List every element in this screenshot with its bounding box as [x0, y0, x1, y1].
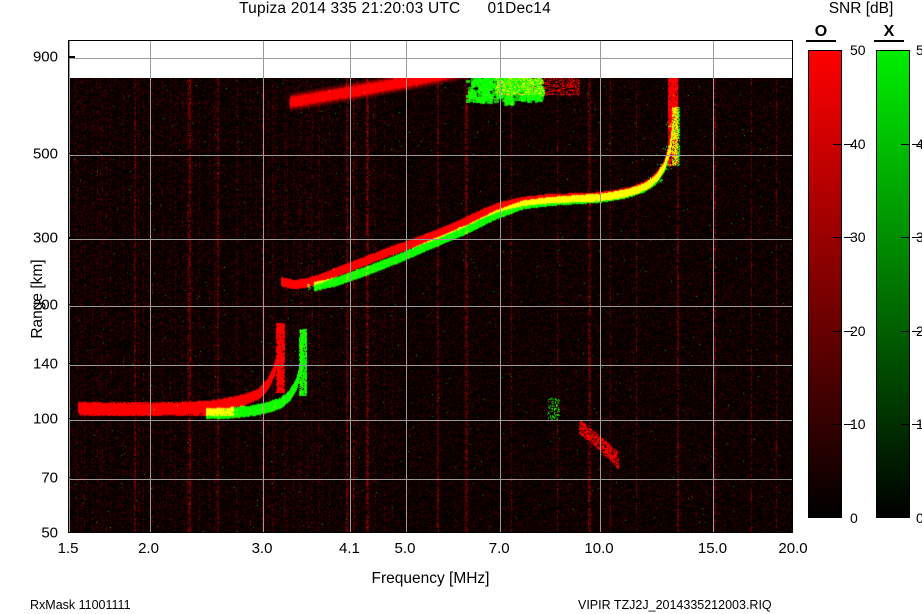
colorbar-tick-outer-x: [912, 424, 921, 425]
colorbar-panel: SNR [dB] O X 50 50 40 40 30 30 20 20 10 10 0 0: [800, 0, 922, 560]
colorbar-x-tick-label: 0: [916, 510, 922, 526]
colorbar-tick-outer-x: [912, 237, 921, 238]
footer-left: RxMask 11001111: [30, 598, 131, 612]
colorbar-tick-o: [833, 237, 842, 238]
x-gridline: [500, 41, 501, 532]
colorbar-x-header: X: [874, 24, 904, 42]
colorbar-o-tick-label: 50: [850, 42, 866, 58]
y-tick-label: 200: [32, 296, 58, 314]
x-tick-label: 5.0: [394, 540, 416, 557]
y-gridline: [69, 239, 792, 240]
colorbar-o-header: O: [806, 24, 836, 42]
y-tick-mark: [68, 237, 75, 239]
colorbar-tick-x: [901, 144, 910, 145]
y-tick-mark: [68, 153, 75, 155]
colorbar-title: SNR [dB]: [828, 0, 894, 17]
colorbar-o-tick-label: 20: [850, 323, 866, 339]
x-gridline: [406, 41, 407, 532]
colorbar-o-gradient: [808, 50, 842, 518]
colorbar-o-tick-label: 30: [850, 229, 866, 245]
x-tick-label: 2.0: [138, 540, 159, 557]
y-gridline: [69, 306, 792, 307]
x-axis-label: Frequency [MHz]: [371, 570, 490, 587]
colorbar-x-gradient: [876, 50, 910, 518]
x-tick-label: 15.0: [697, 540, 728, 557]
colorbar-x-tick-label: 50: [916, 42, 922, 58]
colorbar-o-tick-label: 40: [850, 136, 866, 152]
colorbar-o-tick-label: 0: [850, 510, 858, 526]
y-tick-label: 100: [32, 410, 58, 428]
plot-clip: [69, 41, 792, 532]
y-tick-mark: [68, 417, 75, 420]
colorbar-tick-x: [901, 237, 910, 238]
ionogram-raster: [69, 77, 792, 532]
colorbar-tick-outer-o: [844, 237, 853, 238]
y-tick-mark: [68, 532, 75, 534]
y-gridline: [69, 58, 792, 59]
y-tick-label: 900: [32, 48, 58, 66]
x-gridline: [69, 41, 70, 532]
colorbar-tick-outer-o: [844, 331, 853, 332]
y-gridline: [69, 420, 792, 421]
colorbar-tick-o: [833, 144, 842, 145]
colorbar-x-tick-label: 10: [916, 416, 922, 432]
x-gridline: [713, 41, 714, 532]
colorbar-tick-x: [901, 424, 910, 425]
y-tick-label: 140: [32, 355, 58, 373]
y-tick-mark: [68, 476, 75, 479]
colorbar-tick-x: [901, 331, 910, 332]
x-gridline: [150, 41, 151, 532]
y-tick-mark: [68, 362, 75, 364]
x-gridline: [263, 41, 264, 532]
colorbar-x-tick-label: 20: [916, 323, 922, 339]
colorbar-tick-outer-x: [912, 144, 921, 145]
x-tick-label: 3.0: [251, 540, 273, 557]
y-gridline: [69, 155, 792, 156]
y-tick-label: 300: [32, 229, 58, 247]
colorbar-x-tick-label: 30: [916, 229, 922, 245]
x-gridline: [350, 41, 351, 532]
x-tick-label: 7.0: [488, 540, 510, 557]
x-tick-label: 20.0: [778, 540, 808, 557]
colorbar-tick-outer-o: [844, 424, 853, 425]
colorbar-tick-o: [833, 424, 842, 425]
y-gridline: [69, 365, 792, 366]
colorbar-tick-o: [833, 331, 842, 332]
colorbar-tick-outer-o: [844, 144, 853, 145]
footer-right: VIPIR TZJ2J_2014335212003.RIQ: [578, 598, 772, 612]
plot-frame: [68, 40, 793, 533]
y-tick-mark: [68, 303, 75, 306]
x-gridline: [600, 41, 601, 532]
y-tick-label: 500: [32, 145, 58, 163]
page-title: Tupiza 2014 335 21:20:03 UTC 01Dec14: [239, 0, 551, 17]
raster-canvas: [69, 77, 792, 532]
x-tick-label: 10.0: [584, 540, 614, 557]
y-tick-label: 50: [41, 524, 58, 542]
x-tick-label: 4.1: [339, 540, 360, 557]
colorbar-x-tick-label: 40: [916, 136, 922, 152]
x-tick-label: 1.5: [57, 540, 79, 557]
colorbar-o-tick-label: 10: [850, 416, 866, 432]
y-axis-label: Range [km]: [29, 259, 46, 339]
y-tick-label: 70: [41, 469, 58, 487]
y-tick-mark: [68, 56, 75, 58]
colorbar-tick-outer-x: [912, 331, 921, 332]
y-gridline: [69, 479, 792, 480]
